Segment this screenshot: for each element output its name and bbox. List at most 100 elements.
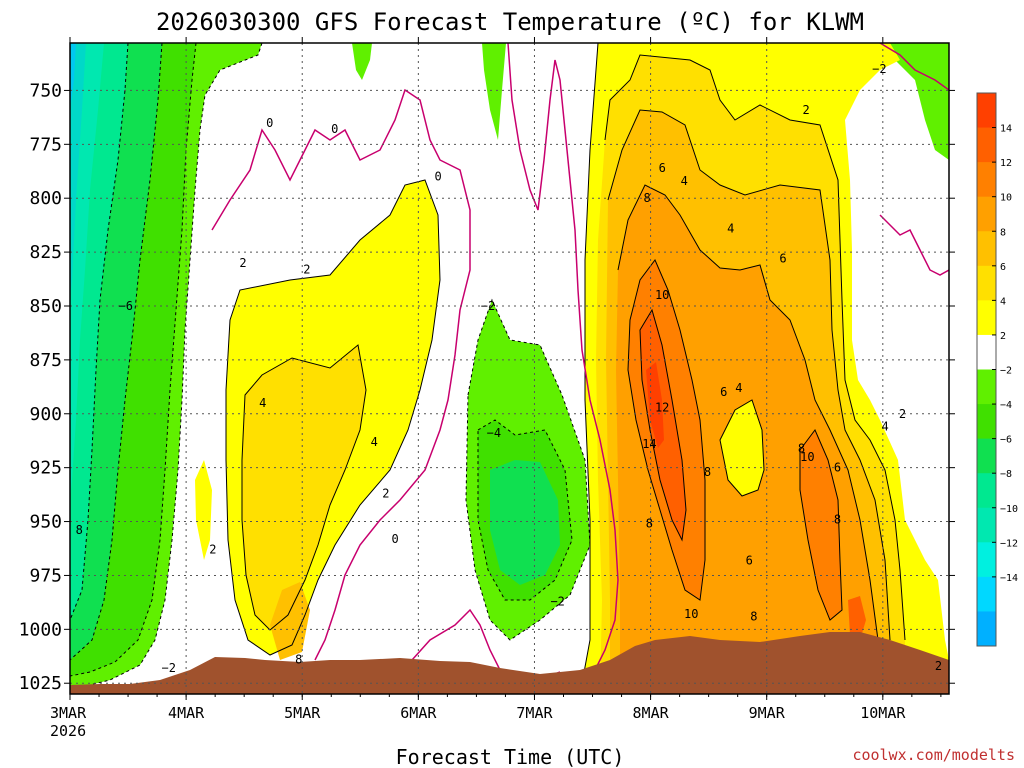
contour-label: 2 [303, 262, 310, 276]
contour-12-warm2 [639, 308, 687, 542]
x-year-label: 2026 [50, 722, 86, 740]
contour-minus2-left [70, 43, 263, 691]
colorbar-swatch [977, 404, 996, 440]
colorbar-swatch [977, 542, 996, 578]
contour-label: 12 [655, 400, 669, 414]
x-tick-label: 6MAR [400, 704, 437, 722]
contour-10-warm2b [799, 429, 843, 621]
x-tick-label: 10MAR [860, 704, 906, 722]
contour-label: 2 [209, 543, 216, 557]
grid-lines [70, 43, 949, 694]
colorbar-swatch [977, 300, 996, 336]
region-warm2-hole [720, 400, 764, 496]
colorbar-swatch [977, 196, 996, 232]
y-tick-label: 750 [29, 80, 62, 101]
contour-minus4-middle [477, 419, 573, 601]
region-cold2-minus6 [490, 460, 560, 585]
y-tick-label: 1025 [19, 673, 62, 694]
contour-label: 2 [935, 659, 942, 673]
region-warm2-14 [646, 362, 664, 448]
contour-label: 8 [750, 609, 757, 623]
x-tick-label: 9MAR [749, 704, 786, 722]
colorbar-swatch [977, 334, 996, 370]
colorbar-tick-label: 10 [1000, 193, 1012, 204]
contour-lines [70, 43, 906, 694]
x-tick-label: 3MAR [50, 704, 87, 722]
colorbar-tick-label: 12 [1000, 158, 1012, 169]
colorbar-tick-label: 4 [1000, 296, 1006, 307]
contour-label: 4 [727, 221, 734, 235]
x-tick-label: 8MAR [633, 704, 670, 722]
contour-label: 6 [834, 461, 841, 475]
plot-area [70, 43, 949, 694]
contour-label: 2 [899, 407, 906, 421]
zero-contour-5 [879, 43, 949, 91]
colorbar-swatch [977, 473, 996, 509]
contour-10-warm2 [627, 259, 706, 601]
plot-frame [69, 42, 950, 695]
region-warm2-10b [800, 430, 842, 620]
y-tick-label: 875 [29, 350, 62, 371]
contour-label: 4 [882, 420, 889, 434]
region-top-right-green [880, 43, 949, 160]
y-tick-label: 975 [29, 565, 62, 586]
colorbar-tick-label: −10 [1000, 504, 1018, 515]
colorbar-tick-label: −4 [1000, 400, 1012, 411]
y-tick-label: 775 [29, 134, 62, 155]
contour-label: 8 [704, 465, 711, 479]
contour-label: 0 [331, 122, 338, 136]
colorbar-swatch [977, 127, 996, 163]
contour-label: 0 [266, 116, 273, 130]
region-warm1-4 [242, 345, 366, 630]
contour-label: 4 [681, 174, 688, 188]
region-warm2-12b [848, 596, 866, 640]
contour-label: 4 [371, 435, 378, 449]
zero-contour-4 [879, 214, 949, 276]
x-tick-label: 5MAR [284, 704, 321, 722]
x-axis-title: Forecast Time (UTC) [396, 745, 625, 768]
contour-label: 0 [392, 532, 399, 546]
colorbar-tick-label: −12 [1000, 538, 1018, 549]
y-tick-label: 900 [29, 404, 62, 425]
contour-2-warm2 [579, 43, 599, 694]
colorbar-tick-label: −2 [1000, 366, 1012, 377]
colorbar-swatch [977, 576, 996, 612]
contour-label: 8 [834, 512, 841, 526]
contour-label: 10 [684, 607, 698, 621]
colorbar-tick-label: 6 [1000, 262, 1006, 273]
contour-minus6-left [70, 43, 163, 661]
colorbar-swatch [977, 162, 996, 198]
contour-label: 4 [259, 396, 266, 410]
contour-label: 8 [798, 441, 805, 455]
colorbar-tick-label: −14 [1000, 573, 1018, 584]
colorbar-swatch [977, 265, 996, 301]
colorbar-swatch [977, 93, 996, 129]
contour-label: −2 [481, 299, 495, 313]
contour-label: 8 [76, 523, 83, 537]
colorbar: 14 12 10 8 6 4 2 −2 −4 −6 −8 −10 −12 −14 [976, 92, 1018, 647]
colorbar-swatch [977, 507, 996, 543]
x-tick-label: 7MAR [516, 704, 553, 722]
colorbar-tick-label: 14 [1000, 124, 1012, 135]
contour-label: 2 [382, 487, 389, 501]
contour-label: −2 [161, 661, 175, 675]
y-tick-label: 925 [29, 458, 62, 479]
contour-label: 6 [779, 252, 786, 266]
contour-4-warm1 [241, 344, 367, 631]
contour-label: 8 [643, 191, 650, 205]
contour-label: 10 [655, 288, 669, 302]
x-axis: 3MAR 4MAR 5MAR 6MAR 7MAR 8MAR 9MAR 10MAR [50, 37, 942, 722]
y-tick-label: 800 [29, 188, 62, 209]
y-tick-label: 950 [29, 512, 62, 533]
contour-label: 14 [642, 437, 656, 451]
contour-label: 8 [295, 653, 302, 667]
colorbar-tick-label: −6 [1000, 435, 1012, 446]
y-tick-label: 1000 [19, 619, 62, 640]
region-top-green-2 [482, 43, 506, 140]
region-warm1-small [195, 460, 212, 560]
colorbar-tick-label: 2 [1000, 331, 1006, 342]
contour-label: −2 [872, 62, 886, 76]
zero-contour-1 [211, 88, 471, 661]
contour-label: 6 [659, 161, 666, 175]
